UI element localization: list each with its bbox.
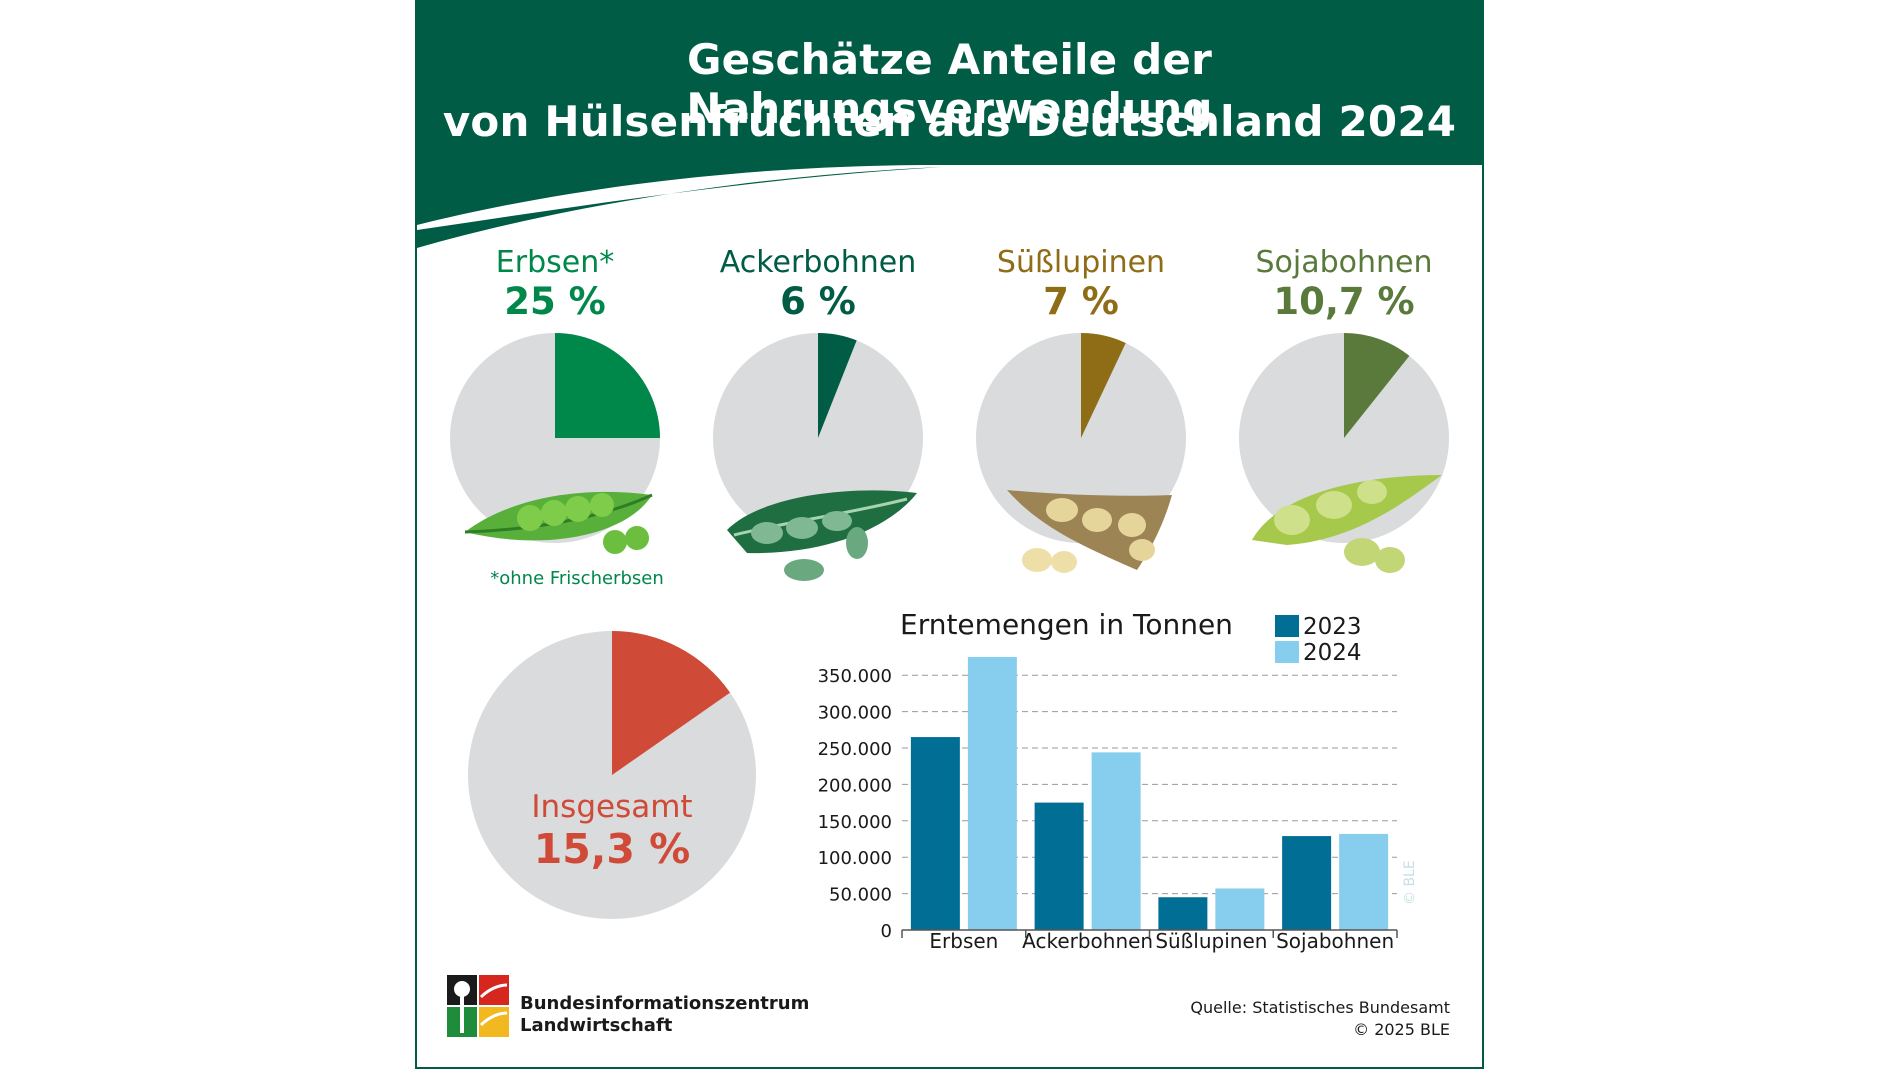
- bar-2023: [1282, 836, 1332, 930]
- pie-pct-suesslupinen: 7 %: [1043, 280, 1119, 323]
- y-tick-label: 200.000: [818, 775, 892, 796]
- y-tick-label: 250.000: [818, 739, 892, 760]
- watermark: © BLE: [1402, 860, 1418, 905]
- lupin-pod-illustration: [1007, 490, 1172, 573]
- bar-2024: [1339, 833, 1389, 930]
- source-note: Quelle: Statistisches Bundesamt © 2025 B…: [1190, 997, 1450, 1041]
- bar-2023: [1158, 897, 1208, 930]
- pie-chart-suesslupinen: [976, 333, 1186, 543]
- source-line1: Quelle: Statistisches Bundesamt: [1190, 998, 1450, 1017]
- x-tick-label: Erbsen: [929, 929, 998, 953]
- ble-logo-icon: [447, 975, 509, 1037]
- y-tick-label: 350.000: [818, 666, 892, 687]
- legend-swatch-2023: [1275, 615, 1299, 637]
- header-banner: [417, 0, 1482, 248]
- legend-item-2024: 2024: [1275, 640, 1362, 666]
- bean-pod-illustration: [727, 490, 917, 581]
- title-line-1: Geschätze Anteile der Nahrungsverwendung: [686, 35, 1213, 133]
- total-label: Insgesamt: [531, 789, 693, 825]
- pie-chart-total: [468, 631, 756, 919]
- y-tick-label: 100.000: [818, 848, 892, 869]
- pie-pct-sojabohnen: 10,7 %: [1273, 280, 1415, 323]
- pie-slice-erbsen: [555, 333, 660, 438]
- pie-slice-total: [612, 631, 731, 775]
- y-tick-label: 50.000: [829, 885, 892, 906]
- legend-label-2023: 2023: [1303, 614, 1362, 640]
- y-tick-label: 150.000: [818, 812, 892, 833]
- x-tick-label: Süßlupinen: [1155, 929, 1267, 953]
- bar-chart: 0 50.000 100.000 150.000 200.000 250.000 300.0…: [818, 657, 1398, 953]
- x-tick-label: Sojabohnen: [1276, 929, 1394, 953]
- org-name-line1: Bundesinformationszentrum: [520, 993, 810, 1014]
- pie-chart-erbsen: [450, 333, 660, 543]
- bar-2024: [1091, 752, 1141, 930]
- y-tick-label: 0: [881, 921, 892, 942]
- total-pct: 15,3 %: [533, 825, 691, 873]
- legend-label-2024: 2024: [1303, 640, 1362, 666]
- pie-pct-ackerbohnen: 6 %: [780, 280, 856, 323]
- pie-slice-suesslupinen: [1081, 333, 1126, 438]
- pie-slice-sojabohnen: [1344, 333, 1410, 438]
- source-line2: © 2025 BLE: [1353, 1020, 1450, 1039]
- pea-pod-illustration: [464, 491, 653, 554]
- bar-2023: [1034, 802, 1084, 930]
- infographic-card: Geschätze Anteile der Nahrungsverwendung…: [415, 0, 1484, 1069]
- pie-slice-ackerbohnen: [818, 333, 857, 438]
- legend-swatch-2024: [1275, 641, 1299, 663]
- pie-label-ackerbohnen: Ackerbohnen: [719, 245, 917, 280]
- chart-legend: 2023 2024: [1275, 614, 1482, 666]
- footnote: *ohne Frischerbsen: [490, 568, 664, 589]
- legend-item-2023: 2023: [1275, 614, 1362, 640]
- y-tick-label: 300.000: [818, 703, 892, 724]
- pie-label-erbsen: Erbsen*: [495, 245, 615, 280]
- org-name: Bundesinformationszentrum Landwirtschaft: [520, 993, 809, 1037]
- org-name-line2: Landwirtschaft: [520, 1015, 673, 1036]
- pie-label-sojabohnen: Sojabohnen: [1255, 245, 1433, 280]
- pie-pct-erbsen: 25 %: [504, 280, 606, 323]
- bar-2023: [910, 737, 960, 930]
- title-line-2: von Hülsenfrüchten aus Deutschland 2024: [442, 97, 1457, 146]
- x-tick-label: Ackerbohnen: [1022, 929, 1153, 953]
- bar-chart-title: Erntemengen in Tonnen: [900, 608, 1233, 641]
- soy-pod-illustration: [1252, 475, 1442, 573]
- bar-2024: [1215, 888, 1265, 930]
- bar-2024: [967, 657, 1017, 930]
- pie-label-suesslupinen: Süßlupinen: [996, 245, 1166, 280]
